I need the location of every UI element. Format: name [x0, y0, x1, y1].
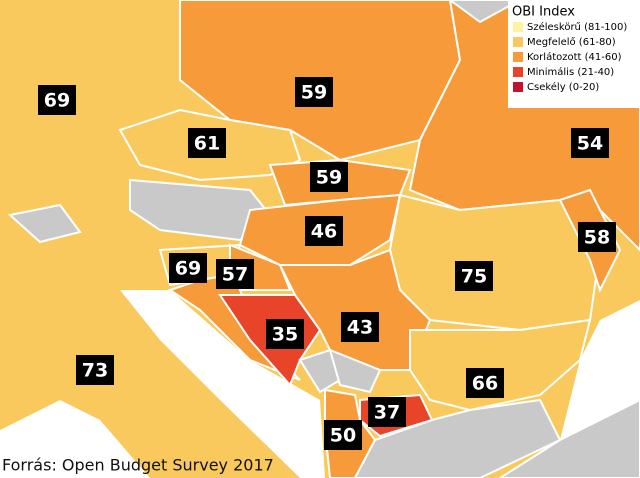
country: [353, 398, 562, 478]
country: [448, 0, 521, 24]
value-label: 46: [311, 221, 337, 243]
sea: [560, 300, 640, 440]
label-box: [216, 259, 254, 289]
value-label: 54: [577, 133, 603, 155]
legend-box: [508, 0, 640, 108]
label-box: [169, 253, 207, 283]
label-box: [295, 77, 333, 107]
sea: [120, 290, 325, 478]
country: [328, 348, 382, 394]
value-label: 73: [82, 360, 108, 382]
legend-label: Minimális (21-40): [527, 66, 614, 78]
label-box: [76, 355, 114, 385]
label-box: [455, 261, 493, 291]
label-box: [368, 397, 406, 427]
value-label: 66: [472, 373, 498, 395]
source: Forrás: Open Budget Survey 2017: [2, 456, 274, 475]
value-label: 50: [330, 425, 356, 447]
label-box: [578, 222, 616, 252]
value-label: 43: [347, 317, 373, 339]
legend-swatch: [513, 52, 523, 62]
value-label: 59: [301, 82, 327, 104]
legend-swatch: [513, 22, 523, 32]
legend-label: Csekély (0-20): [527, 81, 599, 93]
labels: 69 59 61 54 59 46 58 69 57 75 43 35 73 66 37 50: [38, 77, 616, 450]
label-box: [341, 312, 379, 342]
label-box: [305, 216, 343, 246]
label-box: [266, 319, 304, 349]
value-label: 37: [374, 402, 400, 424]
country: [498, 398, 640, 478]
label-box: [324, 420, 362, 450]
legend-swatch: [513, 37, 523, 47]
label-box: [38, 85, 76, 115]
value-label: 69: [44, 90, 70, 112]
value-label: 59: [316, 167, 342, 189]
sea: [0, 400, 150, 478]
country: [409, 318, 592, 412]
value-label: 69: [175, 258, 201, 280]
value-label: 57: [222, 264, 248, 286]
value-label: 35: [272, 324, 298, 346]
legend-title: OBI Index: [512, 5, 575, 20]
legend-swatch: [513, 82, 523, 92]
legend-label: Széleskörű (81-100): [527, 21, 627, 33]
country: [129, 178, 272, 242]
label-box: [188, 128, 226, 158]
legend: Széleskörű (81-100) Megfelelő (61-80) Korl…: [513, 21, 627, 93]
legend-label: Megfelelő (61-80): [527, 36, 616, 48]
country: [7, 203, 82, 244]
legend-swatch: [513, 67, 523, 77]
legend-label: Korlátozott (41-60): [527, 51, 622, 63]
label-box: [571, 128, 609, 158]
label-box: [466, 368, 504, 398]
value-label: 75: [461, 266, 487, 288]
label-box: [310, 162, 348, 192]
value-label: 58: [584, 227, 610, 249]
value-label: 61: [194, 133, 220, 155]
